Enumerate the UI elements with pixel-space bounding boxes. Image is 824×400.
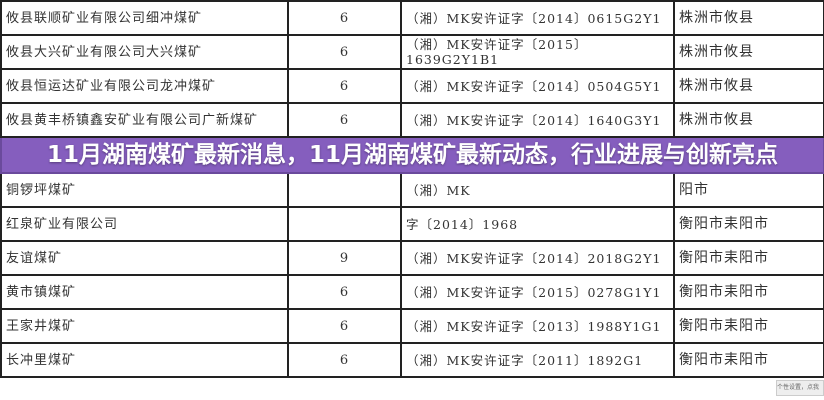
location-cell: 衡阳市耒阳市	[673, 274, 824, 310]
coal-mine-table: 攸县联顺矿业有限公司细冲煤矿 6 （湘）MK安许证字〔2014〕0615G2Y1 株洲…	[0, 0, 824, 378]
table-row: 铜锣坪煤矿 （湘）MK 阳市	[0, 172, 824, 208]
title-banner-row: 11月湖南煤矿最新消息，11月湖南煤矿最新动态，行业进展与创新亮点	[0, 136, 824, 174]
license-cell: （湘）MK	[400, 172, 675, 208]
license-cell: （湘）MK安许证字〔2011〕1892G1	[400, 342, 675, 378]
scale-cell	[287, 172, 402, 208]
license-cell: （湘）MK安许证字〔2014〕2018G2Y1	[400, 240, 675, 276]
mine-name-cell: 王家井煤矿	[0, 308, 289, 344]
scale-cell: 6	[287, 342, 402, 378]
table-row: 攸县黄丰桥镇鑫安矿业有限公司广新煤矿 6 （湘）MK安许证字〔2014〕1640G3…	[0, 102, 824, 138]
license-cell: （湘）MK安许证字〔2014〕0615G2Y1	[400, 0, 675, 36]
mine-name-cell: 攸县黄丰桥镇鑫安矿业有限公司广新煤矿	[0, 102, 289, 138]
table-row: 攸县联顺矿业有限公司细冲煤矿 6 （湘）MK安许证字〔2014〕0615G2Y1 株洲…	[0, 0, 824, 36]
watermark-tooltip: 个性设置，点我	[776, 380, 824, 396]
location-cell: 衡阳市耒阳市	[673, 308, 824, 344]
scale-cell: 6	[287, 102, 402, 138]
table-row: 王家井煤矿 6 （湘）MK安许证字〔2013〕1988Y1G1 衡阳市耒阳市	[0, 308, 824, 344]
article-title: 11月湖南煤矿最新消息，11月湖南煤矿最新动态，行业进展与创新亮点	[0, 136, 824, 174]
title-line-1: 11月湖南煤矿最新消息，11月湖南煤矿最新动态，行业	[46, 142, 617, 168]
table-row: 红泉矿业有限公司 字〔2014〕1968 衡阳市耒阳市	[0, 206, 824, 242]
mine-name-cell: 长冲里煤矿	[0, 342, 289, 378]
license-cell: （湘）MK安许证字〔2013〕1988Y1G1	[400, 308, 675, 344]
table-row: 攸县恒运达矿业有限公司龙冲煤矿 6 （湘）MK安许证字〔2014〕0504G5Y1 株…	[0, 68, 824, 104]
license-cell: （湘）MK安许证字〔2014〕1640G3Y1	[400, 102, 675, 138]
mine-name-cell: 攸县大兴矿业有限公司大兴煤矿	[0, 34, 289, 70]
scale-cell	[287, 206, 402, 242]
location-cell: 株洲市攸县	[673, 68, 824, 104]
location-cell: 株洲市攸县	[673, 102, 824, 138]
scale-cell: 6	[287, 0, 402, 36]
mine-name-cell: 黄市镇煤矿	[0, 274, 289, 310]
mine-name-cell: 红泉矿业有限公司	[0, 206, 289, 242]
scale-cell: 9	[287, 240, 402, 276]
scale-cell: 6	[287, 274, 402, 310]
location-cell: 阳市	[673, 172, 824, 208]
location-cell: 株洲市攸县	[673, 0, 824, 36]
scale-cell: 6	[287, 34, 402, 70]
scale-cell: 6	[287, 68, 402, 104]
title-line-2: 进展与创新亮点	[617, 142, 778, 168]
table-row: 友谊煤矿 9 （湘）MK安许证字〔2014〕2018G2Y1 衡阳市耒阳市	[0, 240, 824, 276]
table-row: 黄市镇煤矿 6 （湘）MK安许证字〔2015〕0278G1Y1 衡阳市耒阳市	[0, 274, 824, 310]
license-cell: 字〔2014〕1968	[400, 206, 675, 242]
location-cell: 衡阳市耒阳市	[673, 342, 824, 378]
mine-name-cell: 攸县恒运达矿业有限公司龙冲煤矿	[0, 68, 289, 104]
table-row: 攸县大兴矿业有限公司大兴煤矿 6 （湘）MK安许证字〔2015〕1639G2Y1B1…	[0, 34, 824, 70]
mine-name-cell: 铜锣坪煤矿	[0, 172, 289, 208]
license-cell: （湘）MK安许证字〔2014〕0504G5Y1	[400, 68, 675, 104]
location-cell: 株洲市攸县	[673, 34, 824, 70]
mine-name-cell: 友谊煤矿	[0, 240, 289, 276]
location-cell: 衡阳市耒阳市	[673, 240, 824, 276]
scale-cell: 6	[287, 308, 402, 344]
table-row: 长冲里煤矿 6 （湘）MK安许证字〔2011〕1892G1 衡阳市耒阳市	[0, 342, 824, 378]
license-cell: （湘）MK安许证字〔2015〕1639G2Y1B1	[400, 34, 675, 70]
mine-name-cell: 攸县联顺矿业有限公司细冲煤矿	[0, 0, 289, 36]
license-cell: （湘）MK安许证字〔2015〕0278G1Y1	[400, 274, 675, 310]
location-cell: 衡阳市耒阳市	[673, 206, 824, 242]
